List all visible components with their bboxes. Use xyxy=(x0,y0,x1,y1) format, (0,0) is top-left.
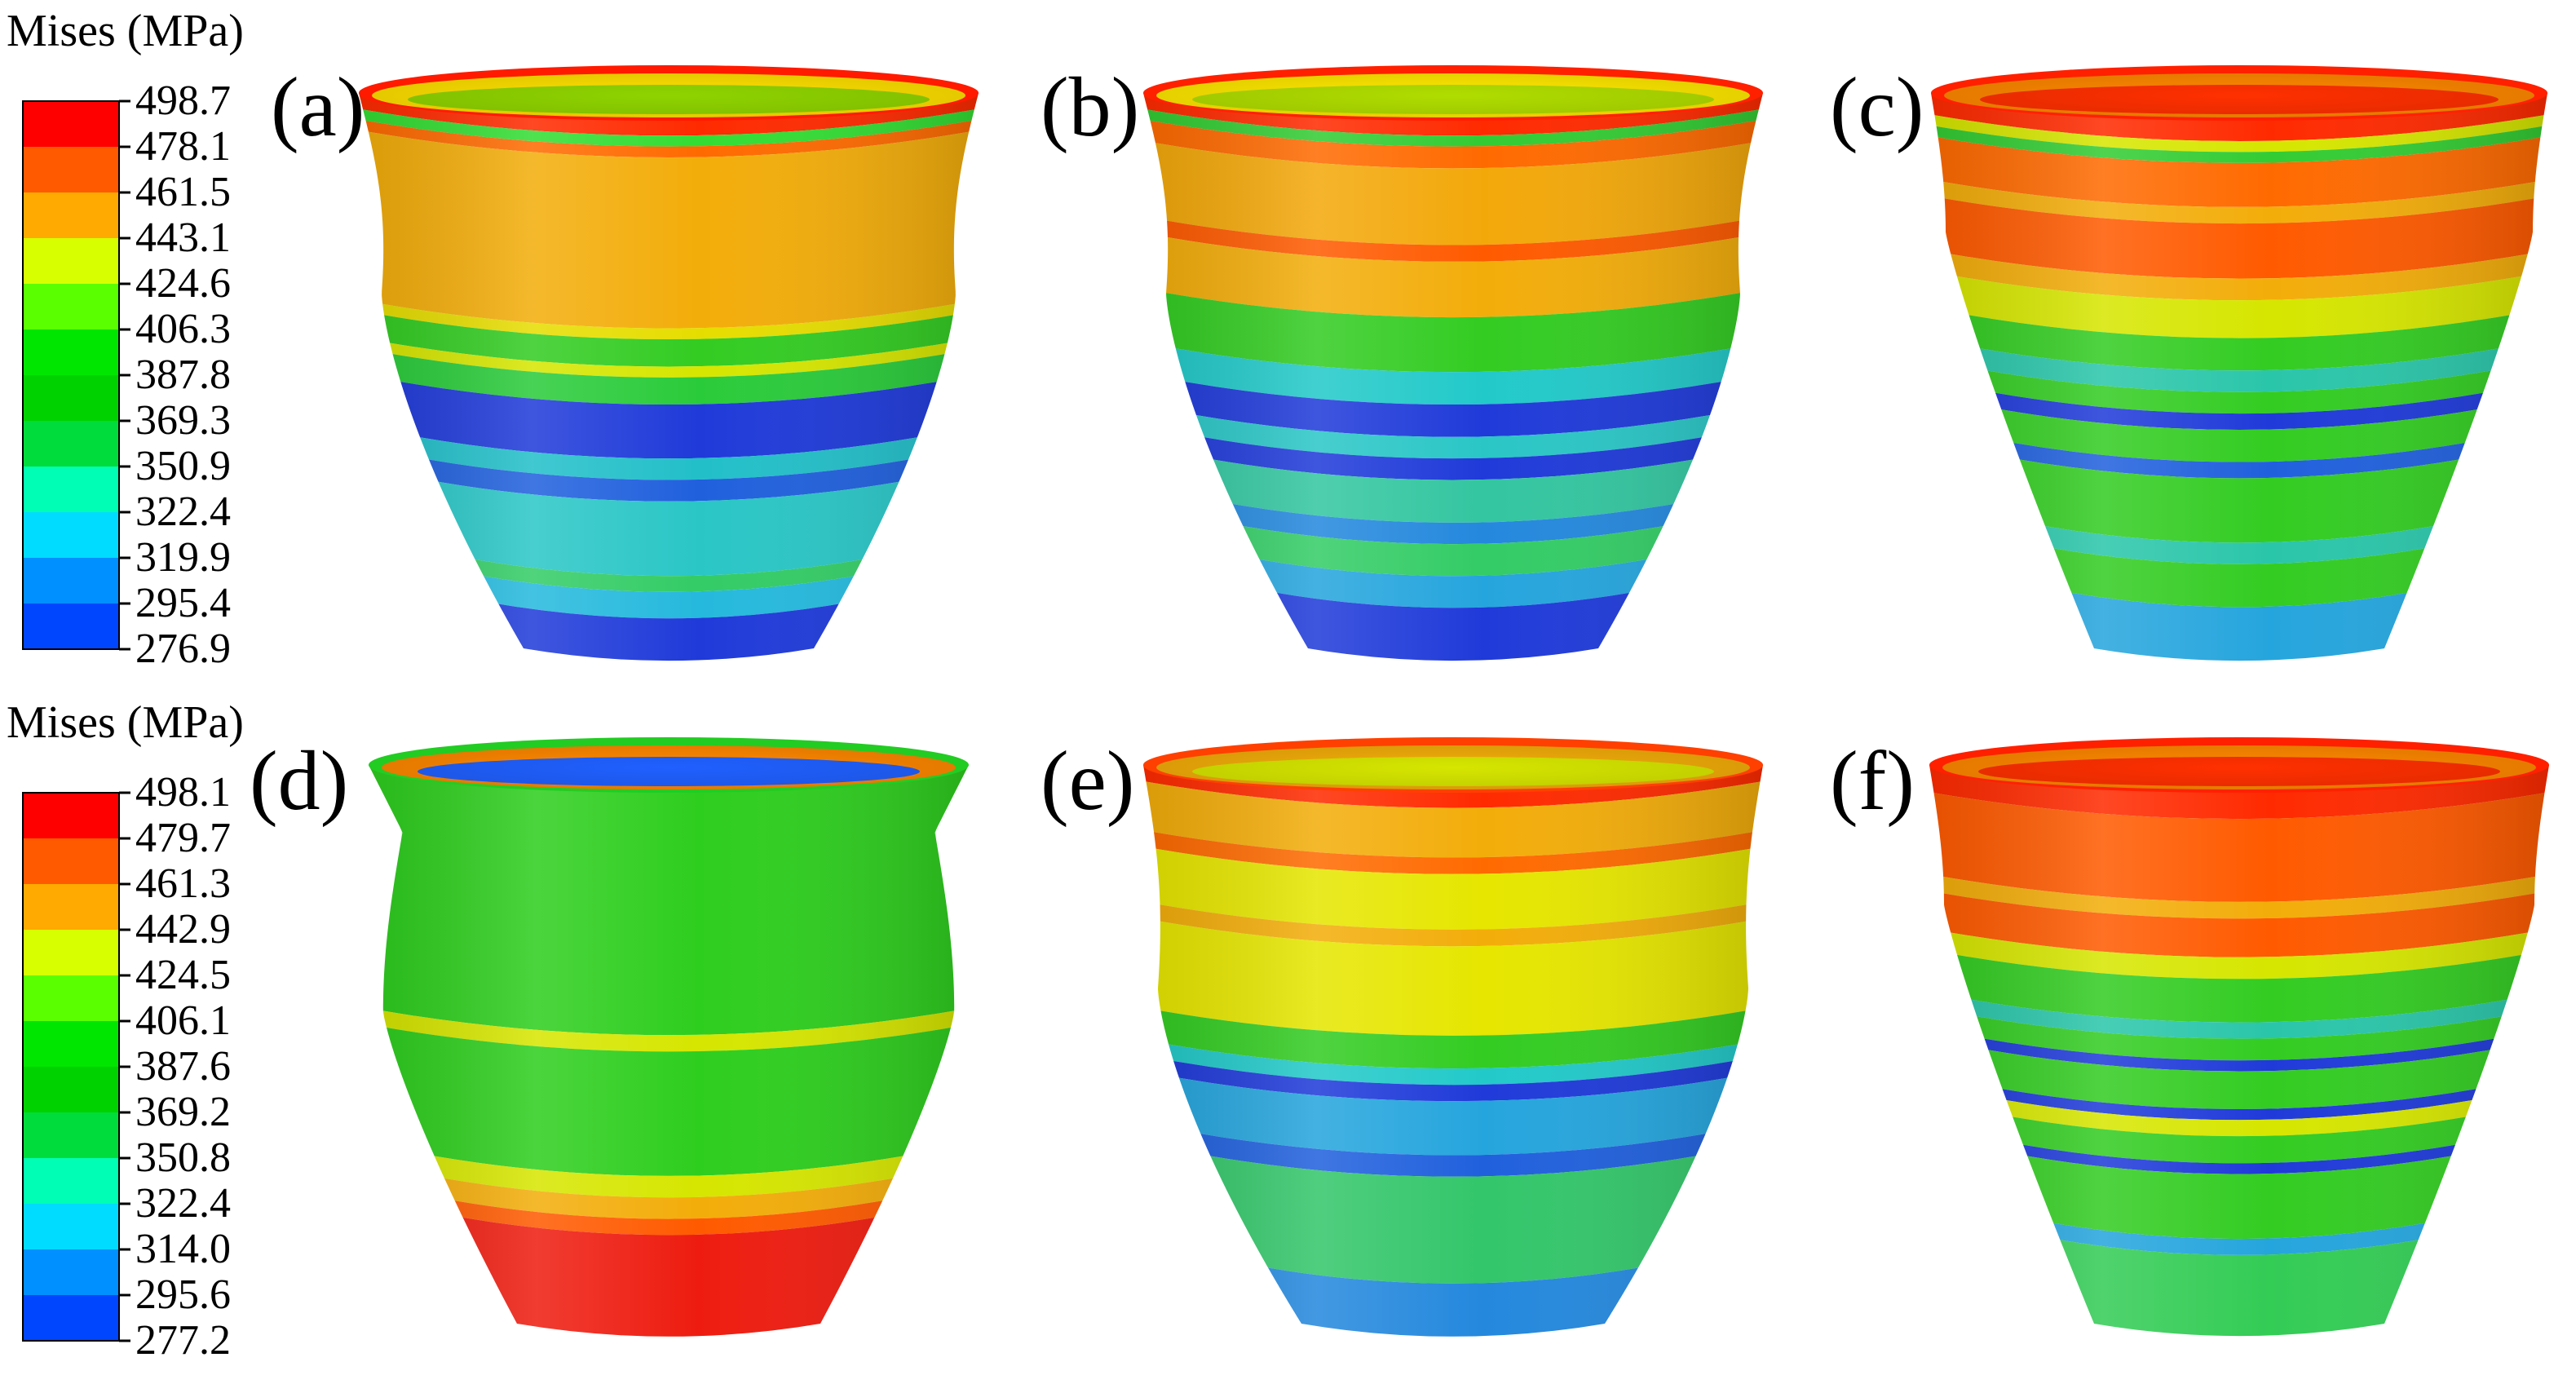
cup-body xyxy=(359,65,979,661)
legend-swatch xyxy=(23,975,119,1021)
legend-tick-label: 369.2 xyxy=(135,1089,231,1135)
panel-label-c: (c) xyxy=(1830,60,1924,154)
cup-body xyxy=(1143,65,1763,661)
legend-swatch xyxy=(23,101,119,147)
cup-interior-shading xyxy=(1156,73,1750,117)
legend-tick-label: 276.9 xyxy=(135,626,231,672)
panel-d: (d) xyxy=(250,734,969,1337)
cup-interior-shading xyxy=(1156,745,1750,789)
legend-tick-label: 478.1 xyxy=(135,123,231,170)
legend-swatch xyxy=(23,284,119,329)
legend-tick-label: 319.9 xyxy=(135,534,231,581)
legend-ticks: 498.1 479.7 461.3 442.9 424.5 406.1 387.… xyxy=(119,769,231,1364)
legend-swatch xyxy=(23,421,119,466)
legend-tick-label: 322.4 xyxy=(135,489,231,535)
legend-swatch xyxy=(23,838,119,884)
legend-tick-label: 461.5 xyxy=(135,169,231,215)
legend-swatch xyxy=(23,1295,119,1341)
legend-swatch xyxy=(23,1204,119,1249)
legend-swatch xyxy=(23,238,119,284)
legend-tick-label: 322.4 xyxy=(135,1180,231,1227)
legend-title: Mises (MPa) xyxy=(7,6,244,56)
cup-shading xyxy=(1143,93,1763,661)
legend-swatch xyxy=(23,375,119,421)
panel-a: (a) xyxy=(271,60,979,661)
cup-shading xyxy=(1931,93,2547,661)
legend-ticks: 498.7 478.1 461.5 443.1 424.6 406.3 387.… xyxy=(119,77,231,672)
legend-swatch xyxy=(23,1249,119,1295)
legend-top: Mises (MPa) xyxy=(7,6,244,672)
cup-shading xyxy=(1143,765,1763,1337)
legend-swatch xyxy=(23,1021,119,1067)
legend-swatch xyxy=(23,147,119,192)
legend-swatch xyxy=(23,604,119,649)
legend-swatch xyxy=(23,793,119,838)
legend-tick-label: 424.5 xyxy=(135,952,231,998)
legend-swatch xyxy=(23,1112,119,1158)
panel-b: (b) xyxy=(1041,60,1763,661)
cup-body xyxy=(1143,737,1763,1337)
legend-swatch xyxy=(23,329,119,375)
cup-interior-shading xyxy=(1944,73,2534,117)
legend-swatch xyxy=(23,558,119,604)
legend-color-bar xyxy=(22,792,120,1342)
legend-tick-label: 295.4 xyxy=(135,580,231,626)
legend-tick-label: 498.7 xyxy=(135,77,231,124)
legend-swatch xyxy=(23,1067,119,1112)
panel-label-d: (d) xyxy=(250,734,348,828)
legend-tick-label: 369.3 xyxy=(135,397,231,444)
cup-body xyxy=(369,737,969,1337)
legend-tick-label: 295.6 xyxy=(135,1271,231,1318)
legend-tick-label: 387.8 xyxy=(135,352,231,398)
legend-tick-label: 479.7 xyxy=(135,815,231,861)
legend-tick-label: 314.0 xyxy=(135,1226,231,1272)
cup-shading xyxy=(369,765,969,1337)
legend-swatch xyxy=(23,1158,119,1204)
legend-tick-label: 443.1 xyxy=(135,214,231,261)
panel-f: (f) xyxy=(1830,734,2549,1337)
cup-shading xyxy=(1929,765,2549,1337)
cup-interior-shading xyxy=(382,745,956,789)
panel-c: (c) xyxy=(1830,60,2547,661)
legend-tick-label: 442.9 xyxy=(135,906,231,953)
legend-tick-label: 406.1 xyxy=(135,997,231,1044)
panel-label-e: (e) xyxy=(1041,734,1134,828)
legend-swatch xyxy=(23,192,119,238)
legend-tick-label: 498.1 xyxy=(135,769,231,816)
cup-interior-shading xyxy=(1942,745,2536,789)
panel-e: (e) xyxy=(1041,734,1763,1337)
panel-label-b: (b) xyxy=(1041,60,1139,154)
legend-title: Mises (MPa) xyxy=(7,697,244,748)
legend-tick-label: 277.2 xyxy=(135,1317,231,1364)
legend-tick-label: 350.9 xyxy=(135,443,231,489)
legend-bottom: Mises (MPa) xyxy=(7,697,244,1364)
legend-swatch xyxy=(23,512,119,558)
legend-tick-label: 406.3 xyxy=(135,306,231,352)
legend-tick-label: 424.6 xyxy=(135,260,231,307)
legend-swatch xyxy=(23,930,119,975)
panel-label-f: (f) xyxy=(1830,734,1915,828)
cup-shading xyxy=(359,93,979,661)
cup-body xyxy=(1929,737,2549,1337)
legend-color-bar xyxy=(22,100,120,650)
cup-interior-shading xyxy=(372,73,965,117)
legend-swatch xyxy=(23,884,119,930)
legend-tick-label: 461.3 xyxy=(135,860,231,907)
legend-tick-label: 387.6 xyxy=(135,1043,231,1090)
cup-body xyxy=(1931,65,2547,661)
legend-tick-label: 350.8 xyxy=(135,1134,231,1181)
legend-swatch xyxy=(23,466,119,512)
panel-label-a: (a) xyxy=(271,60,365,154)
